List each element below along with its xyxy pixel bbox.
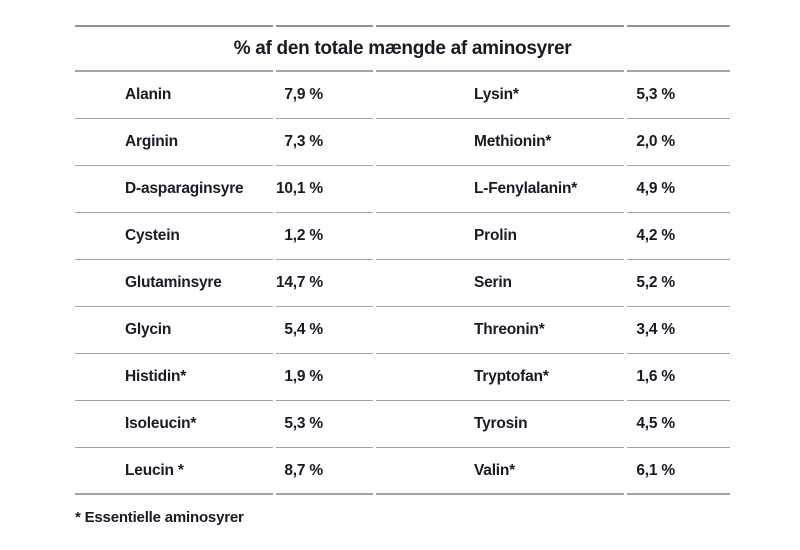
amino-value-cell: 2,0 % — [627, 119, 730, 166]
amino-name-cell: Tryptofan* — [376, 354, 624, 401]
header-rule-segment — [75, 25, 273, 72]
amino-value-cell: 6,1 % — [627, 448, 730, 495]
amino-value-cell: 4,9 % — [627, 166, 730, 213]
amino-value-cell: 10,1 % — [276, 166, 373, 213]
table-row: Histidin* 1,9 % Tryptofan* 1,6 % — [75, 354, 730, 401]
table-row: Glutaminsyre 14,7 % Serin 5,2 % — [75, 260, 730, 307]
table-header-row: % af den totale mængde af aminosyrer — [75, 25, 730, 72]
table-row: Arginin 7,3 % Methionin* 2,0 % — [75, 119, 730, 166]
table-row: Glycin 5,4 % Threonin* 3,4 % — [75, 307, 730, 354]
amino-value-cell: 14,7 % — [276, 260, 373, 307]
amino-value-cell: 5,3 % — [276, 401, 373, 448]
amino-name-cell: Glycin — [75, 307, 273, 354]
header-rule-segment — [376, 25, 624, 72]
table-row: Leucin * 8,7 % Valin* 6,1 % — [75, 448, 730, 495]
amino-name-cell: L-Fenylalanin* — [376, 166, 624, 213]
amino-name-cell: Serin — [376, 260, 624, 307]
amino-value-cell: 7,9 % — [276, 72, 373, 119]
amino-value-cell: 5,3 % — [627, 72, 730, 119]
amino-name-cell: Tyrosin — [376, 401, 624, 448]
amino-name-cell: Alanin — [75, 72, 273, 119]
table-row: Alanin 7,9 % Lysin* 5,3 % — [75, 72, 730, 119]
amino-name-cell: Methionin* — [376, 119, 624, 166]
table-row: Isoleucin* 5,3 % Tyrosin 4,5 % — [75, 401, 730, 448]
amino-value-cell: 5,2 % — [627, 260, 730, 307]
amino-name-cell: Lysin* — [376, 72, 624, 119]
table-row: Cystein 1,2 % Prolin 4,2 % — [75, 213, 730, 260]
amino-name-cell: Leucin * — [75, 448, 273, 495]
header-rule-segment — [276, 25, 373, 72]
amino-name-cell: Arginin — [75, 119, 273, 166]
amino-value-cell: 8,7 % — [276, 448, 373, 495]
amino-name-cell: Glutaminsyre — [75, 260, 273, 307]
amino-name-cell: Histidin* — [75, 354, 273, 401]
amino-value-cell: 1,6 % — [627, 354, 730, 401]
amino-name-cell: Threonin* — [376, 307, 624, 354]
amino-name-cell: Valin* — [376, 448, 624, 495]
amino-name-cell: D-asparaginsyre — [75, 166, 273, 213]
amino-value-cell: 3,4 % — [627, 307, 730, 354]
essential-footnote: * Essentielle aminosyrer — [75, 509, 244, 526]
amino-name-cell: Cystein — [75, 213, 273, 260]
amino-value-cell: 1,2 % — [276, 213, 373, 260]
amino-acid-table: % af den totale mængde af aminosyrer Ala… — [75, 25, 730, 526]
amino-value-cell: 5,4 % — [276, 307, 373, 354]
amino-name-cell: Prolin — [376, 213, 624, 260]
table-title: % af den totale mængde af aminosyrer — [233, 37, 572, 59]
amino-value-cell: 7,3 % — [276, 119, 373, 166]
amino-table-rows: Alanin 7,9 % Lysin* 5,3 % Arginin 7,3 % … — [75, 72, 730, 495]
table-row: D-asparaginsyre 10,1 % L-Fenylalanin* 4,… — [75, 166, 730, 213]
amino-name-cell: Isoleucin* — [75, 401, 273, 448]
header-rule-segment — [627, 25, 730, 72]
amino-value-cell: 4,2 % — [627, 213, 730, 260]
amino-value-cell: 4,5 % — [627, 401, 730, 448]
amino-value-cell: 1,9 % — [276, 354, 373, 401]
